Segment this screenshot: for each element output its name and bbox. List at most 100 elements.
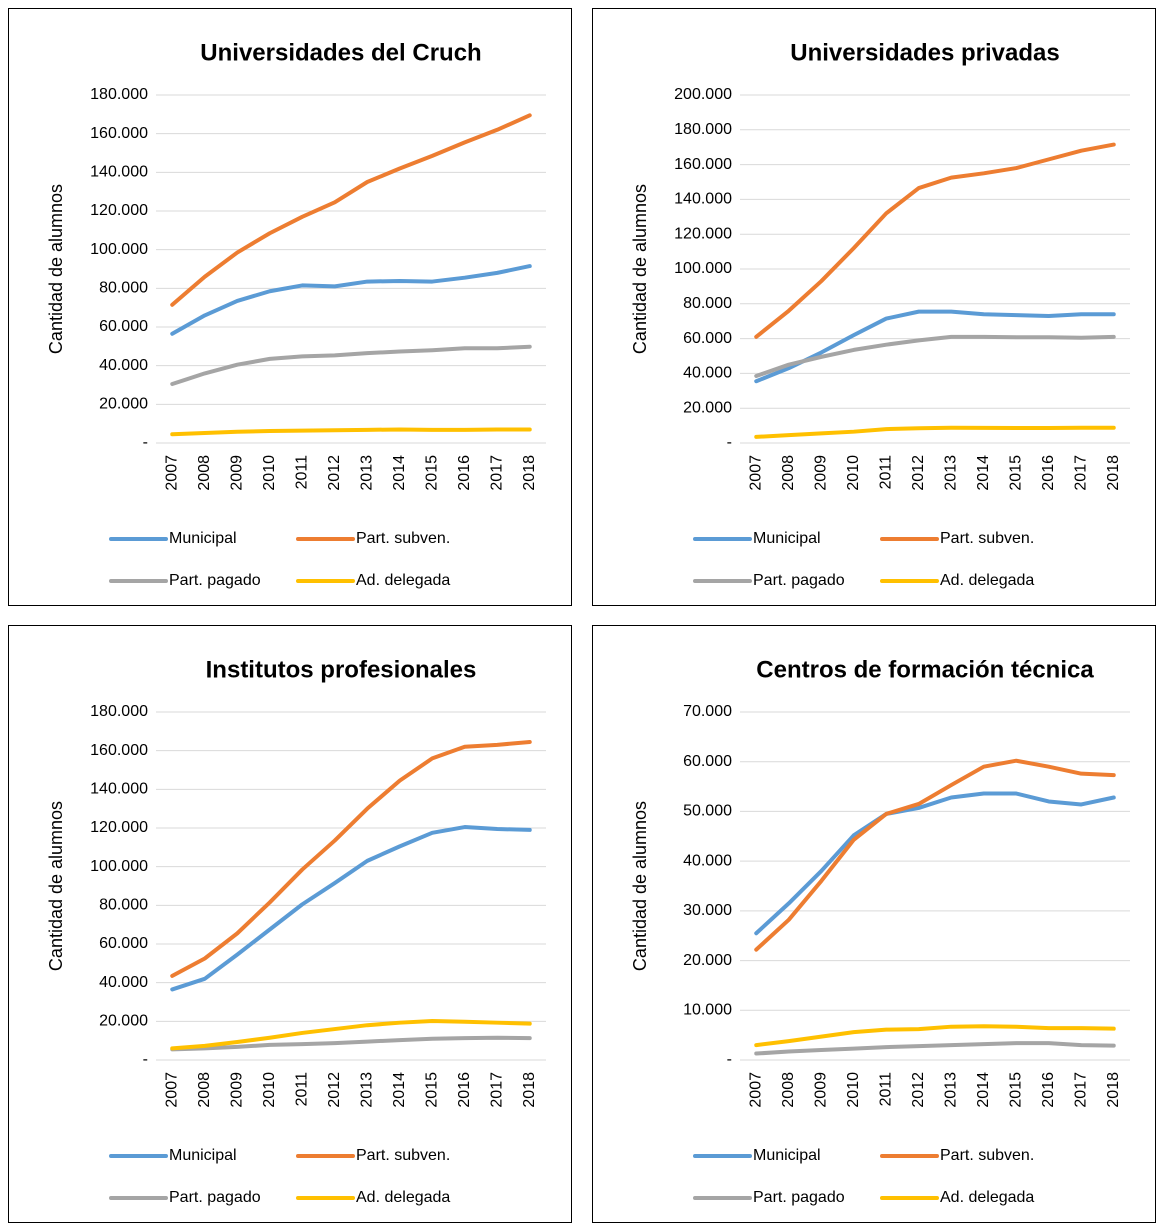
legend-label: Part. pagado: [753, 1189, 845, 1206]
legend-label: Ad. delegada: [356, 1189, 450, 1206]
y-tick-label: -: [143, 1051, 148, 1068]
x-tick-label: 2014: [975, 1072, 992, 1108]
y-tick-label: 160.000: [90, 742, 148, 759]
legend-label: Ad. delegada: [940, 572, 1034, 589]
x-tick-label: 2011: [877, 1072, 894, 1107]
x-tick-label: 2007: [747, 455, 764, 491]
x-tick-label: 2009: [228, 455, 245, 491]
y-tick-label: 180.000: [90, 86, 148, 103]
x-tick-label: 2018: [1105, 1072, 1122, 1108]
chart: Centros de formación técnica Cantidad de …: [630, 656, 1130, 1206]
data-line: [754, 1041, 1116, 1056]
y-tick-label: 180.000: [674, 121, 732, 138]
y-tick-label: 120.000: [90, 202, 148, 219]
data-line: [754, 309, 1116, 384]
legend-label: Part. pagado: [753, 572, 845, 589]
y-tick-label: 30.000: [683, 902, 732, 919]
chart: Universidades privadas Cantidad de alumno…: [630, 39, 1130, 589]
legend-label: Part. pagado: [169, 572, 261, 589]
y-tick-label: 100.000: [90, 858, 148, 875]
y-tick-label: 60.000: [683, 330, 732, 347]
chart: Universidades del Cruch Cantidad de alumn…: [46, 39, 546, 589]
legend-label: Municipal: [753, 1147, 821, 1164]
x-tick-label: 2008: [780, 455, 797, 491]
x-tick-label: 2015: [1007, 1072, 1024, 1108]
y-tick-label: 10.000: [683, 1002, 732, 1019]
x-tick-label: 2016: [1040, 455, 1057, 491]
data-line: [754, 1024, 1116, 1048]
x-tick-label: 2007: [163, 455, 180, 491]
chart-title: Institutos profesionales: [206, 656, 477, 683]
x-tick-label: 2016: [456, 455, 473, 491]
chart-title: Universidades del Cruch: [200, 39, 481, 66]
y-axis-label: Cantidad de alumnos: [46, 184, 66, 354]
x-tick-label: 2013: [358, 455, 375, 491]
x-tick-label: 2017: [488, 455, 505, 491]
y-tick-label: 40.000: [99, 357, 148, 374]
data-line: [170, 264, 532, 336]
data-line: [170, 427, 532, 437]
y-tick-label: 20.000: [99, 1013, 148, 1030]
chart-panel: Institutos profesionales Cantidad de alum…: [8, 625, 572, 1223]
y-tick-label: 70.000: [683, 703, 732, 720]
x-tick-label: 2008: [196, 1072, 213, 1108]
y-tick-label: 40.000: [683, 365, 732, 382]
x-tick-label: 2008: [780, 1072, 797, 1108]
y-tick-label: 40.000: [683, 852, 732, 869]
legend-label: Ad. delegada: [356, 572, 450, 589]
x-tick-label: 2013: [942, 455, 959, 491]
chart-panel: Centros de formación técnica Cantidad de …: [592, 625, 1156, 1223]
y-tick-label: 180.000: [90, 703, 148, 720]
x-tick-label: 2014: [391, 455, 408, 491]
y-tick-label: -: [727, 1051, 732, 1068]
y-tick-label: 60.000: [99, 318, 148, 335]
y-tick-label: 20.000: [99, 396, 148, 413]
y-tick-label: 60.000: [99, 935, 148, 952]
y-tick-label: 160.000: [674, 156, 732, 173]
y-tick-label: 80.000: [99, 280, 148, 297]
x-tick-label: 2009: [812, 455, 829, 491]
x-tick-label: 2017: [1072, 455, 1089, 491]
chart-title: Centros de formación técnica: [756, 656, 1094, 683]
legend-label: Ad. delegada: [940, 1189, 1034, 1206]
legend-label: Municipal: [169, 530, 237, 547]
data-line: [170, 344, 532, 387]
x-tick-label: 2013: [358, 1072, 375, 1108]
x-tick-label: 2007: [747, 1072, 764, 1108]
x-tick-label: 2012: [326, 455, 343, 491]
data-line: [170, 113, 532, 307]
legend-label: Part. subven.: [356, 1147, 450, 1164]
y-tick-label: 120.000: [674, 225, 732, 242]
x-tick-label: 2014: [975, 455, 992, 491]
y-tick-label: 100.000: [90, 241, 148, 258]
legend-label: Part. subven.: [940, 1147, 1034, 1164]
data-line: [754, 425, 1116, 439]
y-tick-label: 120.000: [90, 819, 148, 836]
y-tick-label: 100.000: [674, 260, 732, 277]
y-tick-label: 140.000: [90, 781, 148, 798]
x-tick-label: 2017: [1072, 1072, 1089, 1108]
x-tick-label: 2018: [1105, 455, 1122, 491]
y-axis-label: Cantidad de alumnos: [630, 184, 650, 354]
data-line: [754, 791, 1116, 936]
chart-panel: Universidades privadas Cantidad de alumno…: [592, 8, 1156, 606]
y-tick-label: 20.000: [683, 399, 732, 416]
y-tick-label: 60.000: [683, 753, 732, 770]
x-tick-label: 2012: [910, 1072, 927, 1108]
x-tick-label: 2015: [423, 1072, 440, 1108]
x-tick-label: 2016: [1040, 1072, 1057, 1108]
y-tick-label: 80.000: [683, 295, 732, 312]
x-tick-label: 2011: [293, 455, 310, 490]
x-tick-label: 2018: [521, 1072, 538, 1108]
y-tick-label: 140.000: [90, 164, 148, 181]
x-tick-label: 2010: [845, 455, 862, 491]
y-tick-label: 50.000: [683, 803, 732, 820]
data-line: [170, 1018, 532, 1051]
x-tick-label: 2010: [261, 1072, 278, 1108]
x-tick-label: 2010: [261, 455, 278, 491]
x-tick-label: 2015: [1007, 455, 1024, 491]
data-line: [754, 142, 1116, 339]
y-axis-label: Cantidad de alumnos: [630, 801, 650, 971]
x-tick-label: 2013: [942, 1072, 959, 1108]
